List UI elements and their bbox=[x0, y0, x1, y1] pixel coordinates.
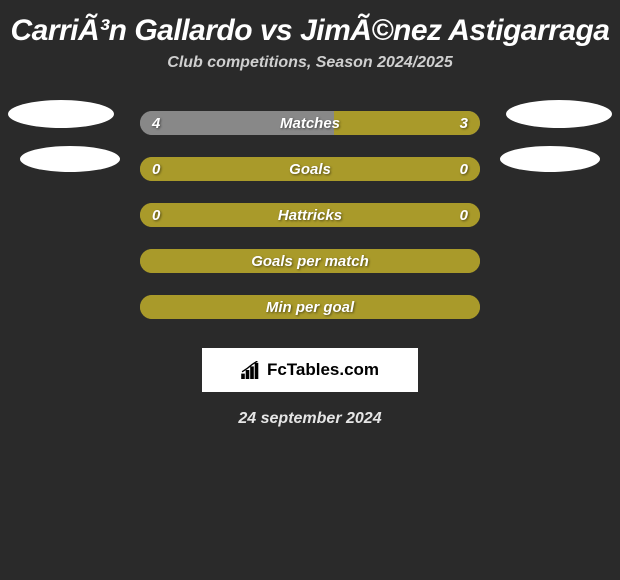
date-line: 24 september 2024 bbox=[0, 410, 620, 428]
player-pill-right bbox=[500, 146, 600, 172]
stat-value-right: 0 bbox=[460, 207, 468, 224]
stat-bar: Goals per match bbox=[140, 249, 480, 273]
stat-rows-container: Matches43Goals00Hattricks00Goals per mat… bbox=[0, 100, 620, 330]
stat-bar: Hattricks0 0 bbox=[140, 203, 480, 227]
stat-label: Goals bbox=[140, 161, 480, 178]
stat-row: Goals per match bbox=[0, 238, 620, 284]
stat-bar: Matches4 3 bbox=[140, 111, 480, 135]
stat-value-right: 3 bbox=[460, 115, 468, 132]
stat-value-right: 0 bbox=[460, 161, 468, 178]
player-pill-left bbox=[20, 146, 120, 172]
chart-icon bbox=[241, 361, 263, 379]
stat-row: Hattricks0 0 bbox=[0, 192, 620, 238]
stat-label: Matches bbox=[140, 115, 480, 132]
stat-row: Goals0 0 bbox=[0, 146, 620, 192]
attribution-text: FcTables.com bbox=[267, 360, 379, 380]
stat-bar: Goals0 0 bbox=[140, 157, 480, 181]
stat-row: Min per goal bbox=[0, 284, 620, 330]
stat-value-left: 0 bbox=[152, 161, 160, 178]
stat-value-left: 0 bbox=[152, 207, 160, 224]
stat-label: Min per goal bbox=[140, 299, 480, 316]
player-pill-right bbox=[506, 100, 612, 128]
stat-row: Matches4 3 bbox=[0, 100, 620, 146]
stat-value-left: 4 bbox=[152, 115, 160, 132]
stat-label: Goals per match bbox=[140, 253, 480, 270]
attribution-badge[interactable]: FcTables.com bbox=[202, 348, 418, 392]
page-title: CarriÃ³n Gallardo vs JimÃ©nez Astigarrag… bbox=[0, 0, 620, 54]
stat-bar: Min per goal bbox=[140, 295, 480, 319]
comparison-widget: CarriÃ³n Gallardo vs JimÃ©nez Astigarrag… bbox=[0, 0, 620, 428]
page-subtitle: Club competitions, Season 2024/2025 bbox=[0, 54, 620, 100]
player-pill-left bbox=[8, 100, 114, 128]
stat-label: Hattricks bbox=[140, 207, 480, 224]
